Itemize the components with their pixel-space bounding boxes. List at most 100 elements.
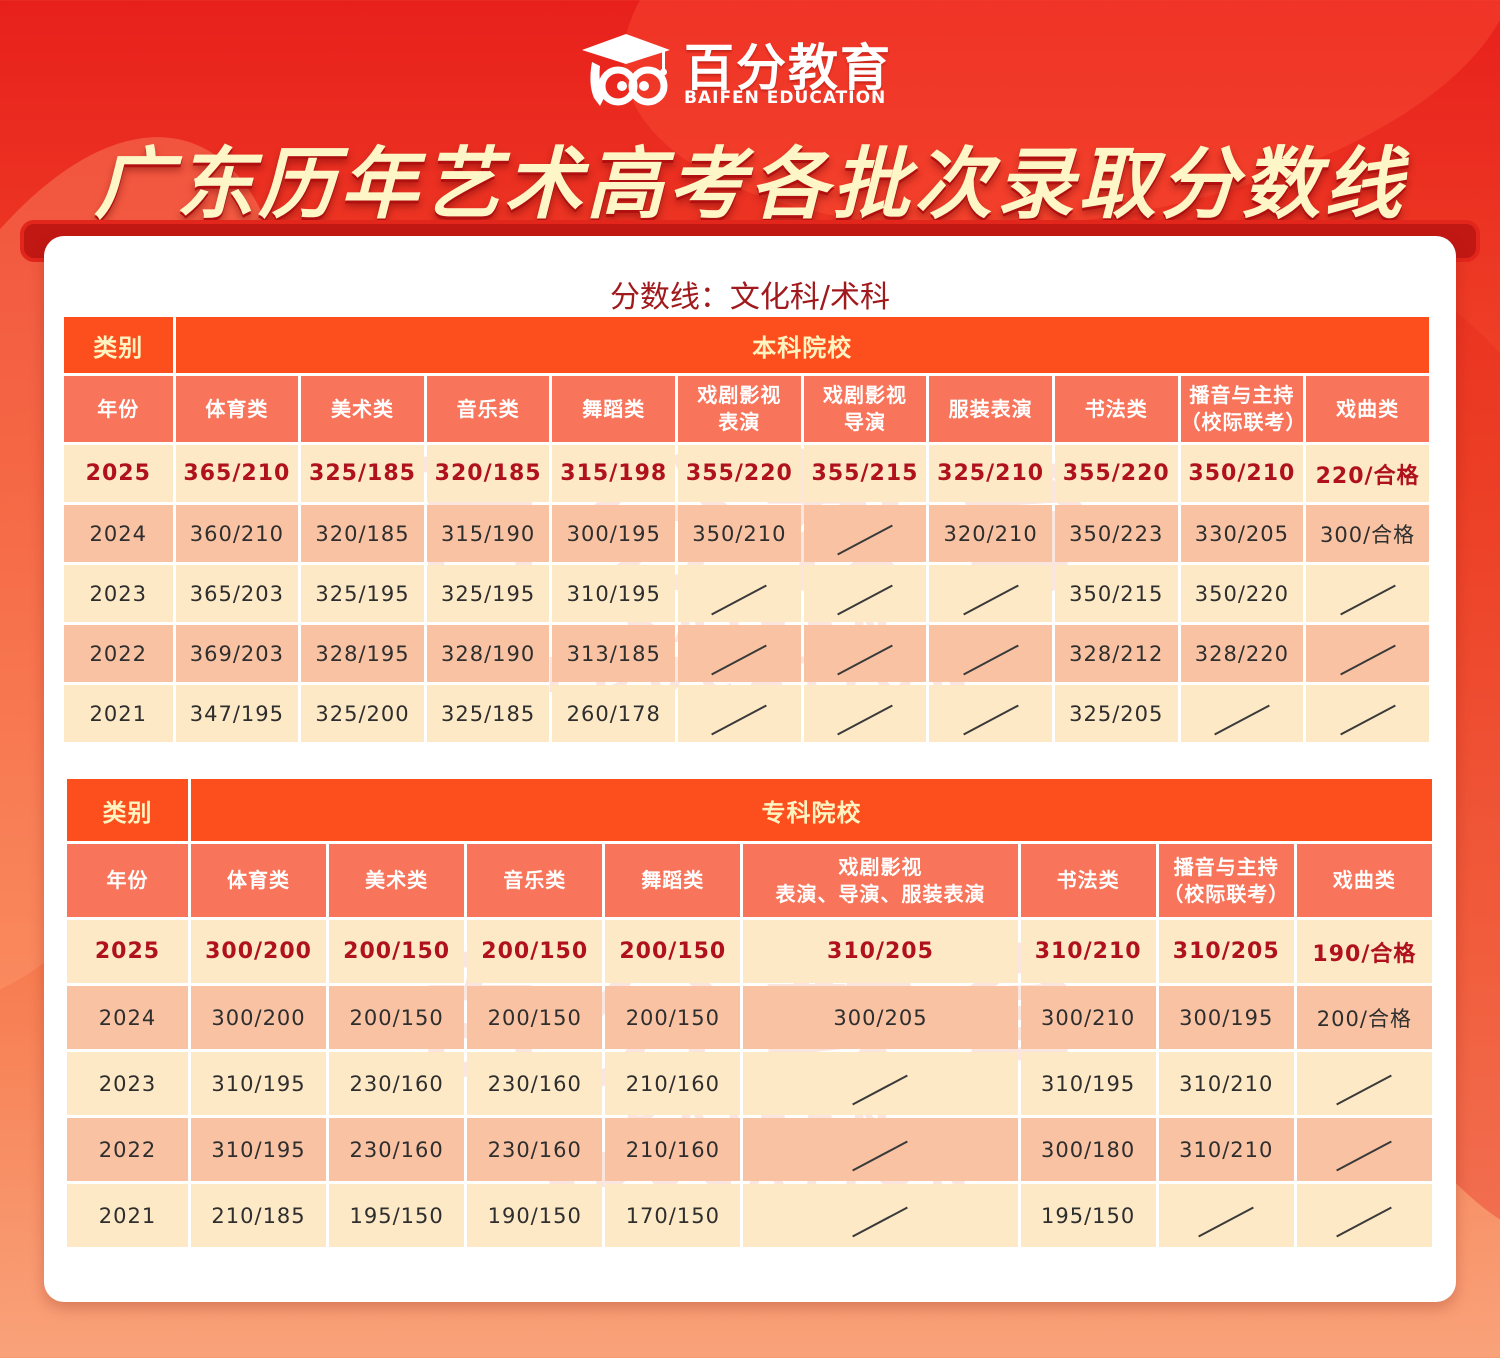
year-cell: 2021	[64, 685, 173, 742]
table-row: 2023 310/195 230/160 230/160 210/160 310/195 3…	[67, 1052, 1432, 1115]
no-data-slash-icon	[962, 584, 1019, 615]
column-header: 戏剧影视 表演、导演、服装表演	[743, 844, 1018, 917]
score-cell: 200/150	[329, 986, 465, 1049]
score-cell: 328/212	[1054, 625, 1178, 682]
column-header-line: 音乐类	[456, 396, 520, 421]
empty-score-cell	[678, 625, 801, 682]
score-cell: 300/180	[1020, 1118, 1156, 1181]
column-header-line: 书法类	[1084, 396, 1148, 421]
column-header-line: 戏剧影视	[697, 383, 782, 407]
category-header: 类别	[64, 317, 173, 373]
brand-name-cn: 百分教育	[684, 39, 892, 97]
column-header: 播音与主持 （校际联考）	[1180, 376, 1306, 442]
column-header-line: 戏曲类	[1332, 868, 1396, 892]
no-data-slash-icon	[962, 704, 1019, 735]
score-cell: 350/215	[1054, 565, 1178, 622]
table-row: 2024 300/200 200/150 200/150 200/150 300/205 3…	[67, 986, 1432, 1049]
no-data-slash-icon	[1339, 704, 1396, 735]
empty-score-cell	[1296, 1052, 1432, 1115]
no-data-slash-icon	[1339, 644, 1396, 675]
table-row: 2022 369/203 328/195 328/190 313/185 328/212 3…	[64, 625, 1429, 682]
score-cell: 310/210	[1020, 920, 1156, 983]
score-cell: 210/160	[605, 1118, 741, 1181]
score-cell: 310/195	[190, 1118, 327, 1181]
score-cell: 310/205	[743, 920, 1018, 983]
column-header-line: 书法类	[1056, 868, 1120, 892]
score-cell: 325/195	[426, 565, 550, 622]
year-cell: 2025	[64, 445, 173, 502]
score-cell: 300/210	[1020, 986, 1156, 1049]
table-row: 2023 365/203 325/195 325/195 310/195 350/215 3…	[64, 565, 1429, 622]
score-cell: 369/203	[175, 625, 299, 682]
no-data-slash-icon	[711, 704, 768, 735]
empty-score-cell	[929, 685, 1052, 742]
year-cell: 2023	[64, 565, 173, 622]
year-cell: 2025	[67, 920, 188, 983]
no-data-slash-icon	[837, 584, 893, 615]
no-data-slash-icon	[852, 1140, 909, 1171]
score-cell: 365/203	[175, 565, 299, 622]
column-header-line: 戏剧影视	[838, 854, 923, 879]
table-row: 2022 310/195 230/160 230/160 210/160 300/180 3…	[67, 1118, 1432, 1181]
no-data-slash-icon	[711, 584, 768, 615]
column-header-line: 服装表演	[948, 396, 1033, 421]
score-cell: 310/210	[1158, 1118, 1294, 1181]
score-cell: 310/195	[190, 1052, 327, 1115]
score-cell: 325/205	[1054, 685, 1178, 742]
brand-logo: 百分教育 BAIFEN EDUCATION	[578, 28, 928, 112]
school-group-header: 本科院校	[175, 317, 1429, 373]
score-cell: 310/195	[1020, 1052, 1156, 1115]
column-header-line: 表演	[718, 410, 761, 434]
column-header: 舞蹈类	[605, 844, 741, 917]
score-cell: 300/195	[1158, 986, 1294, 1049]
score-cell: 328/190	[426, 625, 550, 682]
score-cell: 230/160	[467, 1118, 603, 1181]
table-row: 2025 300/200 200/150 200/150 200/150 310/205 3…	[67, 920, 1432, 983]
score-cell: 328/195	[301, 625, 424, 682]
score-cell: 320/210	[929, 505, 1052, 562]
empty-score-cell	[1180, 685, 1304, 742]
empty-score-cell	[1306, 685, 1429, 742]
column-header: 美术类	[329, 844, 465, 917]
score-cell: 365/210	[175, 445, 299, 502]
score-cell: 190/合格	[1296, 920, 1432, 983]
score-cell: 300/200	[190, 986, 327, 1049]
score-cell: 360/210	[175, 505, 299, 562]
year-cell: 2023	[67, 1052, 188, 1115]
column-header-line: 体育类	[205, 396, 269, 421]
year-column-header: 年份	[64, 376, 173, 442]
score-cell: 220/合格	[1306, 445, 1429, 502]
score-cell: 210/160	[605, 1052, 741, 1115]
empty-score-cell	[803, 685, 927, 742]
empty-score-cell	[803, 505, 927, 562]
column-header-line: 舞蹈类	[641, 868, 705, 892]
score-cell: 350/210	[678, 505, 801, 562]
no-data-slash-icon	[1336, 1074, 1393, 1105]
score-cell: 315/198	[552, 445, 676, 502]
column-header: 书法类	[1020, 844, 1156, 917]
empty-score-cell	[1296, 1118, 1432, 1181]
score-cell: 355/220	[1054, 445, 1178, 502]
score-cell: 325/185	[426, 685, 550, 742]
year-column-header: 年份	[67, 844, 188, 917]
no-data-slash-icon	[1336, 1206, 1393, 1237]
score-cell: 300/200	[190, 920, 327, 983]
score-cell: 200/150	[467, 986, 603, 1049]
no-data-slash-icon	[1336, 1140, 1393, 1171]
score-cell: 230/160	[329, 1052, 465, 1115]
score-cell: 230/160	[329, 1118, 465, 1181]
column-header: 戏曲类	[1296, 844, 1432, 917]
empty-score-cell	[743, 1118, 1018, 1181]
page-title: 广东历年艺术高考各批次录取分数线	[93, 140, 1406, 230]
column-header-line: 音乐类	[503, 868, 567, 892]
score-cell: 230/160	[467, 1052, 603, 1115]
score-cell: 320/185	[301, 505, 424, 562]
score-legend: 分数线：文化科/术科	[609, 280, 891, 315]
score-cell: 300/合格	[1306, 505, 1429, 562]
brand-name-en: BAIFEN EDUCATION	[684, 88, 887, 108]
score-cell: 325/195	[301, 565, 424, 622]
column-header: 播音与主持 （校际联考）	[1158, 844, 1294, 917]
score-cell: 325/200	[301, 685, 424, 742]
score-cell: 210/185	[190, 1184, 327, 1247]
score-cell: 328/220	[1180, 625, 1304, 682]
